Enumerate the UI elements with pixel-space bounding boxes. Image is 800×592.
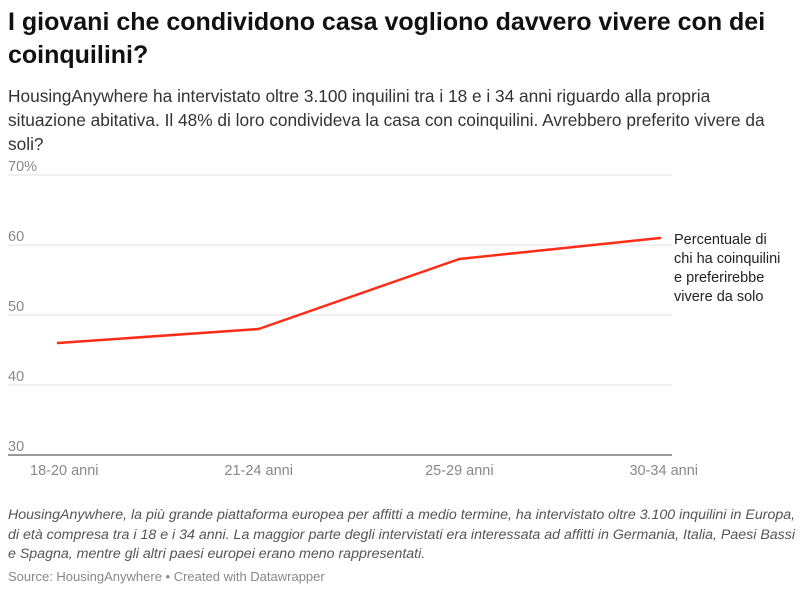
y-tick-label: 50 <box>8 299 24 315</box>
x-axis-ticks: 18-20 anni 21-24 anni 25-29 anni 30-34 anni <box>30 463 698 479</box>
chart-notes: HousingAnywhere, la più grande piattafor… <box>8 507 796 562</box>
line-chart: 30 40 50 60 70% 18-20 anni 21-24 anni 25-29 an… <box>8 160 780 479</box>
data-point <box>458 257 461 261</box>
x-tick-label: 21-24 anni <box>224 463 293 479</box>
x-tick-label: 30-34 anni <box>629 463 698 479</box>
data-point <box>56 341 60 345</box>
y-tick-label: 60 <box>8 229 24 245</box>
data-point <box>257 327 260 331</box>
chart-title: I giovani che condividono casa vogliono … <box>8 8 766 69</box>
y-axis-ticks: 30 40 50 60 70% <box>8 160 37 455</box>
series-label-line: Percentuale di <box>674 232 767 248</box>
series-label-layer: Percentuale di chi ha coinquilini e prefer… <box>674 232 780 305</box>
footer-separator: • <box>161 569 174 584</box>
chart-subtitle: HousingAnywhere ha intervistato oltre 3.… <box>8 86 765 154</box>
data-point <box>658 236 662 240</box>
created-with-label: Created with Datawrapper <box>173 569 325 584</box>
source-label: Source: HousingAnywhere <box>8 569 162 584</box>
chart-footer: Source: HousingAnywhere • Created with D… <box>8 569 325 584</box>
series-label-line: vivere da solo <box>674 289 763 305</box>
y-tick-label: 40 <box>8 369 24 385</box>
gridlines <box>8 174 672 456</box>
y-tick-label: 70% <box>8 160 37 175</box>
series-layer <box>56 236 662 345</box>
series-label-line: e preferirebbe <box>674 270 764 286</box>
series-label-line: chi ha coinquilini <box>674 251 780 267</box>
series-line <box>56 236 662 345</box>
x-tick-label: 25-29 anni <box>425 463 494 479</box>
y-tick-label: 30 <box>8 439 24 455</box>
x-tick-label: 18-20 anni <box>30 463 99 479</box>
